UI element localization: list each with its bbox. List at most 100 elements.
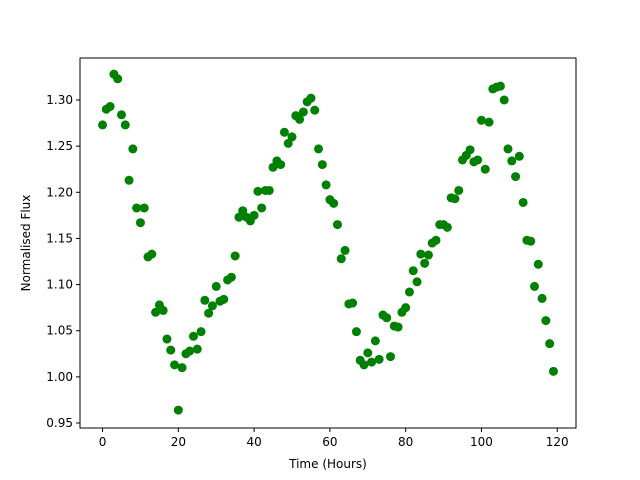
data-point xyxy=(124,175,134,185)
data-point xyxy=(518,197,528,207)
data-point xyxy=(412,277,422,287)
data-point xyxy=(420,258,430,268)
data-point xyxy=(423,250,433,260)
data-point xyxy=(230,251,240,261)
data-point xyxy=(207,301,217,311)
data-point xyxy=(473,155,483,165)
x-tick-label: 120 xyxy=(546,435,569,449)
data-point xyxy=(98,120,108,130)
data-point xyxy=(128,144,138,154)
data-point xyxy=(526,236,536,246)
data-point xyxy=(192,344,202,354)
data-point xyxy=(132,203,142,213)
data-point xyxy=(162,334,172,344)
data-point xyxy=(370,336,380,346)
data-point xyxy=(332,220,342,230)
data-point xyxy=(533,259,543,269)
data-point xyxy=(484,117,494,127)
data-point xyxy=(514,151,524,161)
x-axis-label: Time (Hours) xyxy=(288,457,367,471)
data-point xyxy=(537,293,547,303)
data-point xyxy=(382,313,392,323)
data-point xyxy=(173,405,183,415)
data-point xyxy=(219,294,229,304)
data-point xyxy=(116,110,126,120)
data-point xyxy=(374,354,384,364)
data-point xyxy=(476,115,486,125)
data-point xyxy=(170,360,180,370)
y-tick-label: 1.10 xyxy=(46,278,73,292)
data-point xyxy=(298,107,308,117)
data-point xyxy=(306,93,316,103)
data-point xyxy=(336,254,346,264)
data-point xyxy=(530,281,540,291)
data-point xyxy=(188,331,198,341)
data-point xyxy=(177,363,187,373)
y-tick-label: 1.20 xyxy=(46,185,73,199)
data-point xyxy=(151,307,161,317)
data-point xyxy=(196,327,206,337)
data-point xyxy=(310,105,320,115)
data-point xyxy=(386,352,396,362)
data-point xyxy=(351,327,361,337)
x-tick-label: 40 xyxy=(246,435,261,449)
x-tick-label: 100 xyxy=(470,435,493,449)
y-tick-label: 1.00 xyxy=(46,370,73,384)
data-point xyxy=(276,160,286,170)
data-point xyxy=(200,295,210,305)
y-tick-label: 1.25 xyxy=(46,139,73,153)
data-point xyxy=(120,120,130,130)
data-point xyxy=(211,281,221,291)
y-tick-label: 1.15 xyxy=(46,231,73,245)
data-point xyxy=(226,272,236,282)
data-point xyxy=(367,357,377,367)
data-point xyxy=(295,114,305,124)
data-point xyxy=(158,305,168,315)
data-point xyxy=(363,348,373,358)
data-point xyxy=(431,235,441,245)
data-point xyxy=(393,322,403,332)
data-point xyxy=(279,127,289,137)
data-point xyxy=(503,144,513,154)
data-point xyxy=(257,203,267,213)
data-point xyxy=(314,144,324,154)
data-point xyxy=(139,203,149,213)
data-point xyxy=(480,164,490,174)
data-point xyxy=(317,160,327,170)
data-point xyxy=(465,145,475,155)
data-point xyxy=(105,101,115,111)
y-axis-label: Normalised Flux xyxy=(19,195,33,292)
data-point xyxy=(404,287,414,297)
data-point xyxy=(348,298,358,308)
data-point xyxy=(548,366,558,376)
y-tick-label: 0.95 xyxy=(46,416,73,430)
x-tick-label: 20 xyxy=(171,435,186,449)
x-tick-label: 80 xyxy=(398,435,413,449)
data-point xyxy=(507,156,517,166)
data-point xyxy=(499,95,509,105)
x-tick-label: 60 xyxy=(322,435,337,449)
data-point xyxy=(204,308,214,318)
data-point xyxy=(359,360,369,370)
data-point xyxy=(113,74,123,84)
data-point xyxy=(340,245,350,255)
data-point xyxy=(541,316,551,326)
data-point xyxy=(511,172,521,182)
data-point xyxy=(416,249,426,259)
data-point xyxy=(401,303,411,313)
data-point xyxy=(329,198,339,208)
data-point xyxy=(495,81,505,91)
data-point xyxy=(135,218,145,228)
data-point xyxy=(166,345,176,355)
data-point xyxy=(321,180,331,190)
y-tick-label: 1.05 xyxy=(46,324,73,338)
data-point xyxy=(147,249,157,259)
data-point xyxy=(454,185,464,195)
data-point xyxy=(408,266,418,276)
data-point xyxy=(249,210,259,220)
x-tick-label: 0 xyxy=(99,435,107,449)
axes-frame xyxy=(79,57,577,429)
data-point xyxy=(287,132,297,142)
data-point xyxy=(264,185,274,195)
